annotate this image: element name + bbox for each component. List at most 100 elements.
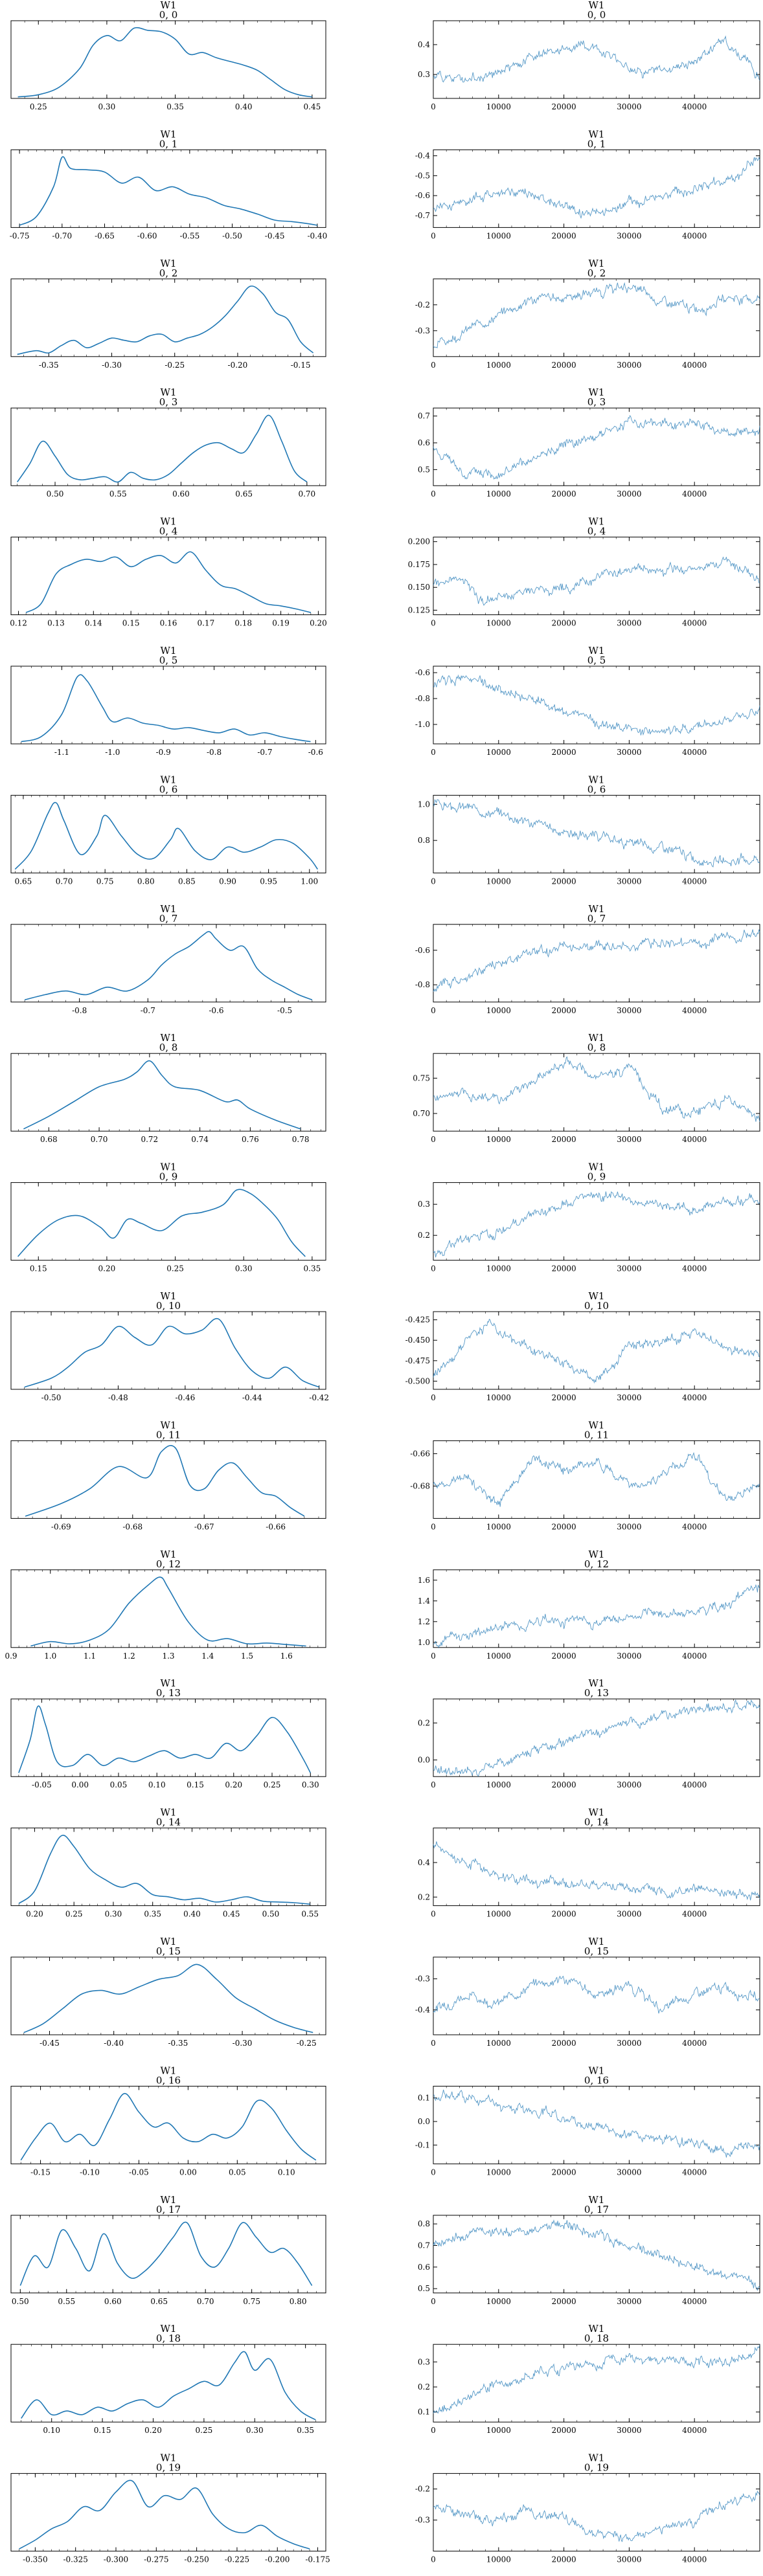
x-tick-label: 0.70 bbox=[298, 489, 315, 498]
subplot-subtitle: 0, 8 bbox=[159, 1042, 178, 1053]
subplot-title: W1 bbox=[161, 903, 177, 915]
subplot-title: W1 bbox=[589, 903, 605, 915]
subplot-title: W1 bbox=[161, 1936, 177, 1947]
axes-frame bbox=[433, 666, 760, 745]
axes-frame bbox=[10, 1053, 326, 1132]
x-tick-label: 40000 bbox=[682, 748, 707, 757]
density-curve bbox=[19, 2221, 313, 2286]
x-tick-label: 10000 bbox=[486, 2555, 511, 2564]
x-tick-label: 30000 bbox=[617, 2555, 641, 2564]
y-tick-label: 1.0 bbox=[418, 1638, 430, 1647]
y-tick-label: 1.4 bbox=[418, 1596, 430, 1606]
subplot-title: W1 bbox=[589, 386, 605, 398]
trace-line bbox=[433, 2219, 760, 2291]
x-tick-label: 0.25 bbox=[30, 102, 47, 111]
y-tick-label: -0.4 bbox=[415, 2006, 431, 2015]
x-tick-label: 0.00 bbox=[179, 2167, 197, 2177]
x-tick-label: 10000 bbox=[486, 1393, 511, 1402]
x-tick-label: 0.15 bbox=[30, 1264, 47, 1273]
x-tick-label: -0.55 bbox=[179, 231, 199, 240]
x-tick-label: 0.65 bbox=[15, 877, 32, 886]
trace-line bbox=[433, 2089, 760, 2158]
axes-frame bbox=[433, 794, 760, 873]
x-tick-label: 1.00 bbox=[301, 877, 318, 886]
x-tick-label: -0.67 bbox=[194, 1522, 214, 1531]
density-curve bbox=[17, 414, 308, 483]
x-tick-label: -0.35 bbox=[39, 361, 59, 370]
x-tick-label: -0.40 bbox=[104, 2039, 124, 2048]
x-tick-label: 0.40 bbox=[183, 1910, 201, 1919]
density-curve bbox=[20, 2093, 317, 2161]
axes-frame bbox=[10, 20, 326, 99]
y-tick-label: 0.7 bbox=[418, 412, 430, 421]
density-curve bbox=[17, 286, 314, 355]
axes-frame bbox=[433, 1440, 760, 1519]
trace-line bbox=[433, 35, 760, 83]
x-tick-label: 20000 bbox=[552, 361, 576, 370]
y-tick-label: 0.75 bbox=[413, 1073, 430, 1082]
subplot-density-16: W10, 16 -0.15 -0.10 -0.05 0.00 0.05 0.10 bbox=[10, 2065, 326, 2177]
subplot-subtitle: 0, 5 bbox=[587, 655, 606, 666]
subplot-title: W1 bbox=[589, 1549, 605, 1560]
x-tick-label: 0.05 bbox=[229, 2167, 246, 2177]
axes-frame bbox=[433, 1698, 760, 1777]
axes-frame bbox=[433, 1956, 760, 2035]
subplot-density-7: W10, 7 -0.8 -0.7 -0.6 -0.5 bbox=[10, 903, 326, 1015]
x-tick-label: 30000 bbox=[617, 619, 641, 628]
y-tick-label: -0.2 bbox=[415, 2485, 430, 2494]
subplot-subtitle: 0, 4 bbox=[587, 526, 606, 537]
axes-frame bbox=[433, 1182, 760, 1261]
y-tick-label: -0.6 bbox=[415, 668, 430, 677]
x-tick-label: 0.10 bbox=[43, 2426, 60, 2435]
subplot-subtitle: 0, 19 bbox=[584, 2462, 609, 2474]
subplot-density-3: W10, 3 0.50 0.55 0.60 0.65 0.70 bbox=[10, 386, 326, 498]
trace-line bbox=[433, 282, 760, 348]
subplot-title: W1 bbox=[161, 258, 177, 269]
x-tick-label: 0.35 bbox=[166, 102, 184, 111]
subplot-title: W1 bbox=[161, 0, 177, 11]
x-tick-label: 0.72 bbox=[141, 1135, 158, 1144]
y-tick-label: 0.5 bbox=[418, 2284, 430, 2293]
axes-frame bbox=[433, 2215, 760, 2294]
x-tick-label: 0.20 bbox=[225, 1780, 242, 1789]
y-tick-label: 0.3 bbox=[418, 70, 430, 79]
y-tick-label: -0.475 bbox=[405, 1356, 430, 1365]
x-tick-label: -0.25 bbox=[297, 2039, 317, 2048]
y-tick-label: 0.4 bbox=[418, 1858, 430, 1867]
x-tick-label: 20000 bbox=[552, 1264, 576, 1273]
x-tick-label: 1.5 bbox=[241, 1652, 253, 1661]
x-tick-label: 0.40 bbox=[235, 102, 253, 111]
y-tick-label: -0.450 bbox=[405, 1336, 430, 1345]
subplot-density-8: W10, 8 0.68 0.70 0.72 0.74 0.76 0.78 bbox=[10, 1032, 326, 1144]
x-tick-label: 20000 bbox=[552, 1522, 576, 1531]
x-tick-label: -0.44 bbox=[242, 1393, 262, 1402]
x-tick-label: 0.9 bbox=[5, 1652, 17, 1661]
x-tick-label: -0.250 bbox=[184, 2555, 209, 2564]
x-tick-label: 0.25 bbox=[65, 1910, 83, 1919]
subplot-density-17: W10, 17 0.50 0.55 0.60 0.65 0.70 0.75 0.80 bbox=[10, 2194, 326, 2306]
subplot-trace-14: W10, 14 0 10000 20000 30000 40000 0.2 0.4 bbox=[418, 1807, 760, 1919]
x-tick-label: 10000 bbox=[486, 231, 511, 240]
x-tick-label: 0 bbox=[431, 2039, 436, 2048]
y-tick-label: 0.200 bbox=[408, 537, 430, 546]
x-tick-label: 10000 bbox=[486, 1780, 511, 1789]
subplot-title: W1 bbox=[589, 2452, 605, 2464]
x-tick-label: 10000 bbox=[486, 1522, 511, 1531]
x-tick-label: 30000 bbox=[617, 748, 641, 757]
x-tick-label: 0.30 bbox=[98, 102, 116, 111]
y-tick-label: 0.7 bbox=[418, 2241, 430, 2250]
axes-frame bbox=[10, 1956, 326, 2035]
x-tick-label: -0.35 bbox=[168, 2039, 188, 2048]
subplot-title: W1 bbox=[589, 2065, 605, 2076]
x-tick-label: 0.10 bbox=[278, 2167, 295, 2177]
trace-line bbox=[433, 1191, 760, 1258]
subplot-trace-6: W10, 6 0 10000 20000 30000 40000 0.8 1.0 bbox=[418, 774, 760, 886]
subplot-trace-16: W10, 16 0 10000 20000 30000 40000 -0.1 0.0 0.1 bbox=[415, 2065, 760, 2177]
subplot-title: W1 bbox=[589, 645, 605, 656]
trace-line bbox=[433, 1841, 760, 1901]
y-tick-label: 0.8 bbox=[418, 836, 430, 845]
subplot-subtitle: 0, 17 bbox=[156, 2204, 181, 2215]
y-tick-label: -0.2 bbox=[415, 300, 430, 309]
x-tick-label: 20000 bbox=[552, 619, 576, 628]
x-tick-label: -0.46 bbox=[175, 1393, 195, 1402]
